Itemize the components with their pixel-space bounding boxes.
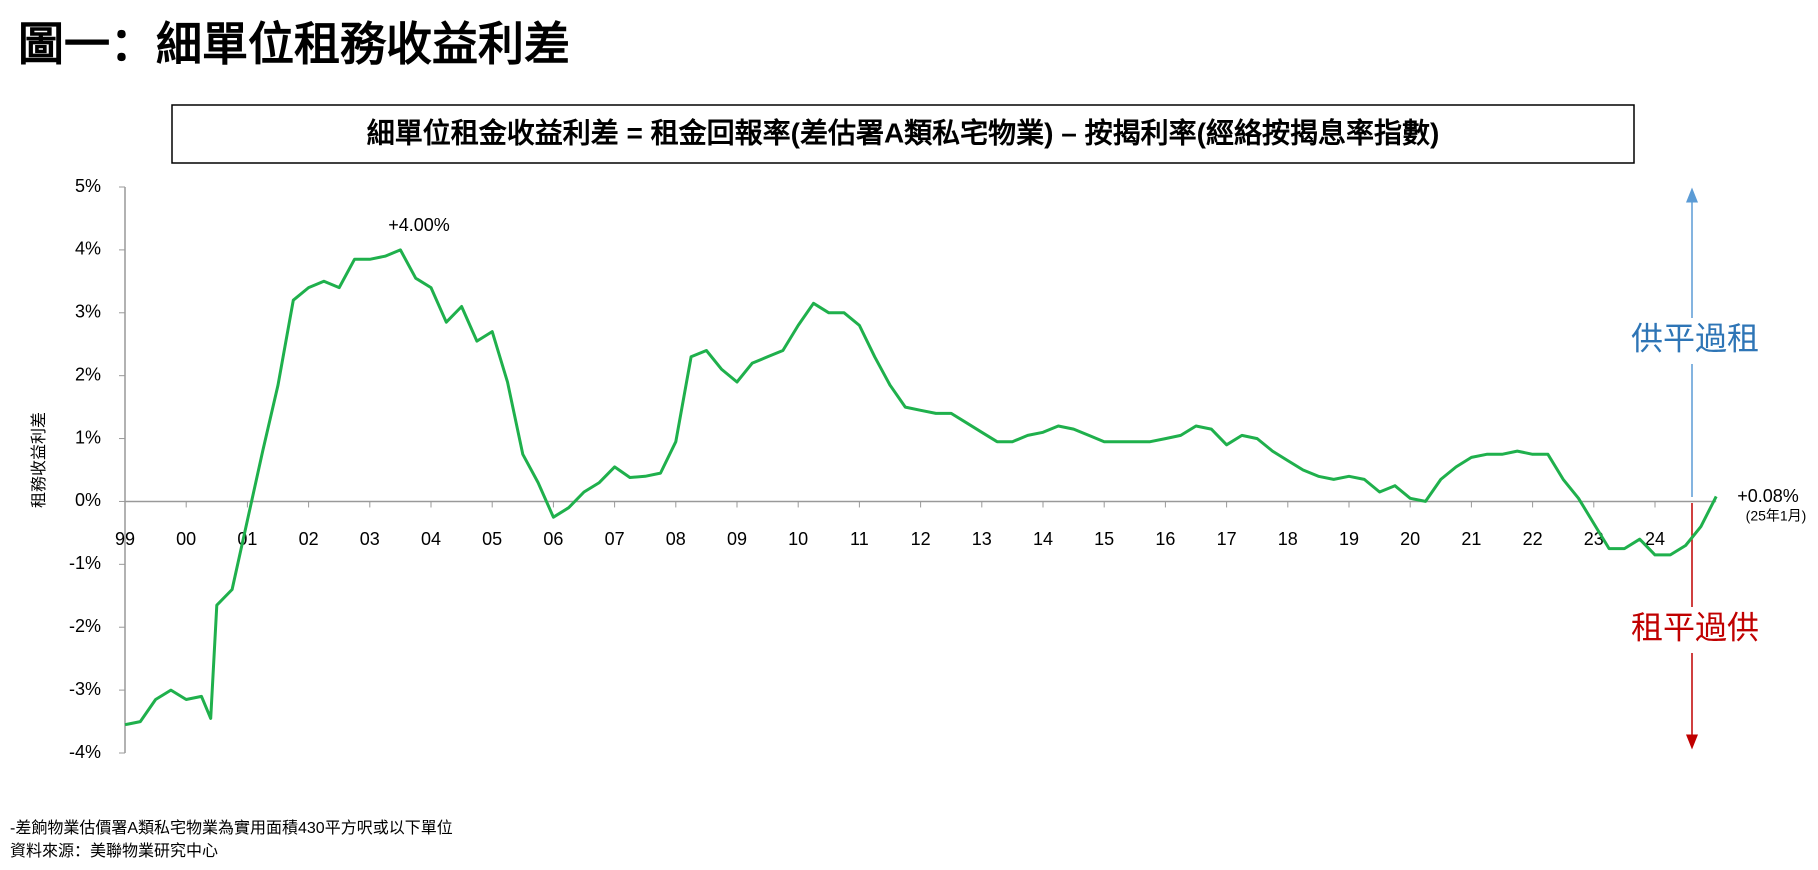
x-tick-label: 05 bbox=[482, 529, 502, 549]
annotation: +0.08% bbox=[1737, 486, 1799, 506]
y-tick-label: -1% bbox=[69, 553, 101, 573]
label-bg bbox=[1620, 607, 1770, 653]
x-tick-label: 02 bbox=[299, 529, 319, 549]
x-tick-label: 17 bbox=[1217, 529, 1237, 549]
y-tick-label: 4% bbox=[75, 239, 101, 259]
data-line bbox=[124, 248, 1718, 727]
x-tick-label: 07 bbox=[605, 529, 625, 549]
x-tick-label: 03 bbox=[360, 529, 380, 549]
x-tick-label: 21 bbox=[1461, 529, 1481, 549]
chart-title: 圖一：細單位租務收益利差 bbox=[18, 18, 570, 70]
subtitle-box bbox=[171, 104, 1635, 164]
label-bg bbox=[1620, 318, 1770, 364]
x-tick-label: 24 bbox=[1645, 529, 1665, 549]
y-tick-label: -3% bbox=[69, 679, 101, 699]
y-tick-label: 0% bbox=[75, 490, 101, 510]
x-tick-label: 09 bbox=[727, 529, 747, 549]
y-tick-label: 2% bbox=[75, 364, 101, 384]
x-tick-label: 18 bbox=[1278, 529, 1298, 549]
y-tick-label: 3% bbox=[75, 302, 101, 322]
x-tick-label: 12 bbox=[911, 529, 931, 549]
x-tick-label: 11 bbox=[850, 529, 869, 549]
annotation: 供平過租 bbox=[1631, 320, 1759, 356]
x-tick-label: 15 bbox=[1094, 529, 1114, 549]
x-tick-label: 13 bbox=[972, 529, 992, 549]
y-tick-label: 1% bbox=[75, 427, 101, 447]
y-axis-label: 租務收益利差 bbox=[30, 412, 48, 508]
annotation: 租平過供 bbox=[1631, 609, 1759, 645]
chart-subtitle: 細單位租金收益利差 = 租金回報率(差估署A類私宅物業) – 按揭利率(經絡按揭… bbox=[367, 116, 1440, 148]
x-tick-label: 22 bbox=[1523, 529, 1543, 549]
y-tick-label: -2% bbox=[69, 616, 101, 636]
annotation: (25年1月) bbox=[1746, 508, 1807, 524]
x-tick-label: 19 bbox=[1339, 529, 1359, 549]
y-tick-label: -4% bbox=[69, 742, 101, 762]
footnote: -差餉物業估價署A類私宅物業為實用面積430平方呎或以下單位 bbox=[10, 818, 453, 837]
annotation: +4.00% bbox=[388, 215, 450, 235]
x-tick-label: 04 bbox=[421, 529, 441, 549]
x-tick-label: 14 bbox=[1033, 529, 1053, 549]
x-tick-label: 06 bbox=[543, 529, 563, 549]
x-tick-label: 16 bbox=[1155, 529, 1175, 549]
x-tick-label: 00 bbox=[176, 529, 196, 549]
x-tick-label: 20 bbox=[1400, 529, 1420, 549]
x-tick-label: 10 bbox=[788, 529, 808, 549]
y-tick-label: 5% bbox=[75, 176, 101, 196]
footnote: 資料來源：美聯物業研究中心 bbox=[10, 842, 218, 860]
x-tick-label: 08 bbox=[666, 529, 686, 549]
x-tick-label: 99 bbox=[115, 529, 135, 549]
